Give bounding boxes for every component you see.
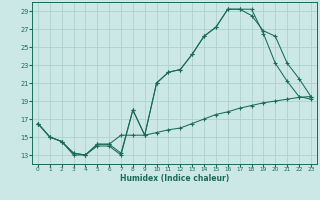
X-axis label: Humidex (Indice chaleur): Humidex (Indice chaleur): [120, 174, 229, 183]
